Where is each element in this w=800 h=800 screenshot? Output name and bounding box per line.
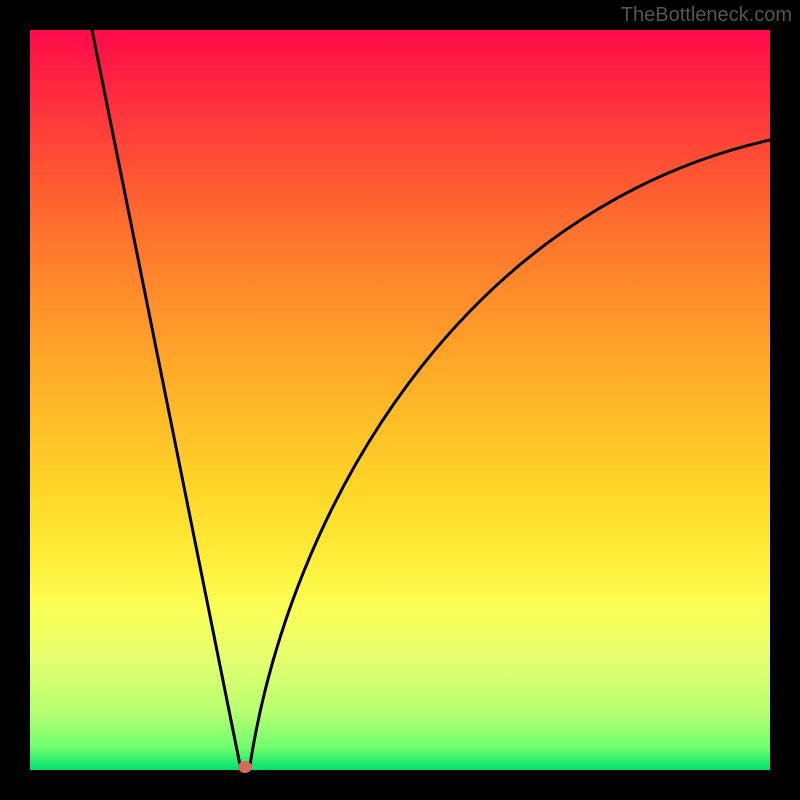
curve-path [92, 30, 770, 769]
curve-layer [30, 30, 770, 770]
min-point-marker [238, 761, 252, 773]
watermark-text: TheBottleneck.com [621, 4, 792, 27]
